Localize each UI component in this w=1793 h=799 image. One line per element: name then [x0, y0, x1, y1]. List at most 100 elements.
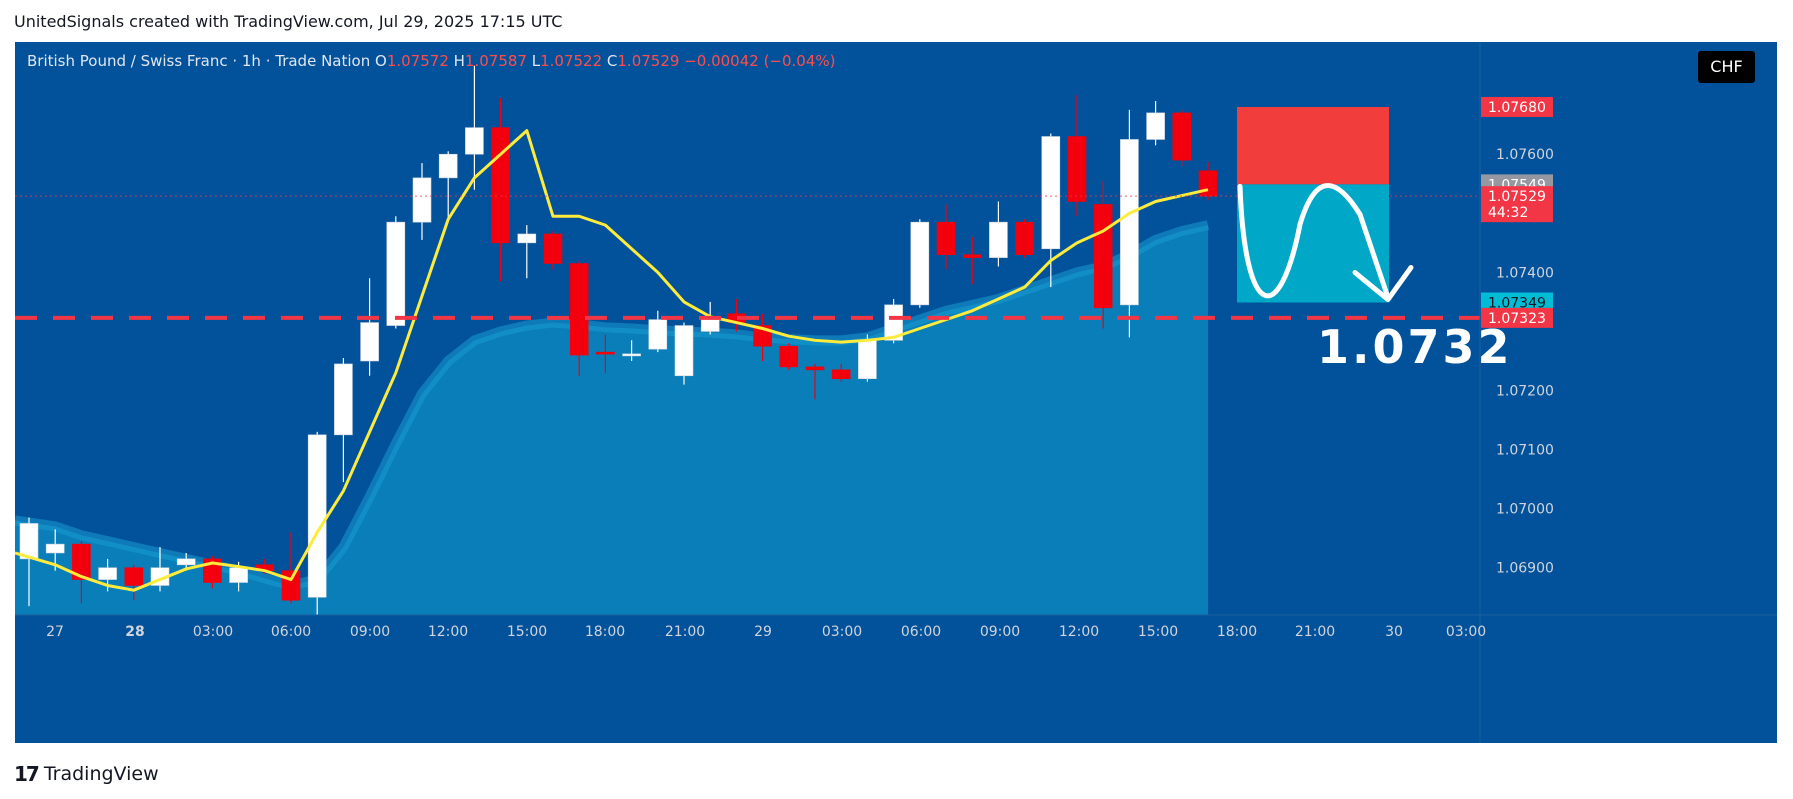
candle-body	[491, 127, 510, 244]
price-label-badge	[1481, 96, 1553, 117]
y-tick-label: 1.07000	[1496, 502, 1554, 518]
chart-area[interactable]: 1.0732 1.06900 1.07000 1.07100 1.07200 1.074…	[15, 42, 1777, 743]
candle-body	[281, 570, 301, 601]
candle-body	[674, 325, 694, 377]
chart-caption: UnitedSignals created with TradingView.c…	[14, 12, 563, 31]
candle-body	[1093, 204, 1113, 309]
symbol-name[interactable]: British Pound / Swiss Franc · 1h · Trade…	[27, 52, 371, 70]
candle-body	[910, 221, 930, 306]
candle-body	[1015, 221, 1034, 255]
x-tick-label: 12:00	[428, 624, 468, 640]
candle-body	[412, 177, 432, 223]
candle-body	[700, 319, 720, 332]
candlestick-chart[interactable]: 1.0732 1.06900 1.07000 1.07100 1.07200 1.074…	[15, 42, 1777, 743]
currency-button[interactable]: CHF	[1698, 51, 1755, 83]
candle-body	[962, 254, 982, 258]
price-label-text: 1.07680	[1488, 100, 1546, 116]
y-tick-label: 1.07600	[1496, 147, 1554, 163]
candle-body	[72, 543, 91, 580]
candle-body	[1172, 112, 1192, 161]
high-label: H	[453, 52, 465, 70]
candle-body	[805, 366, 825, 371]
candle-body	[831, 369, 851, 380]
candle-body	[386, 221, 406, 326]
price-label-badge	[1481, 307, 1553, 328]
candle-body	[936, 221, 956, 255]
area-fill	[15, 225, 1208, 615]
x-tick-label: 27	[46, 624, 64, 640]
candle-body	[648, 319, 668, 350]
moving-average-line	[15, 129, 1209, 592]
x-tick-label: 03:00	[1446, 624, 1486, 640]
x-tick-label: 09:00	[350, 624, 390, 640]
x-tick-label: 18:00	[1217, 624, 1257, 640]
candle-body	[1120, 139, 1139, 306]
target-price-text: 1.0732	[1317, 320, 1513, 374]
candle-body	[465, 127, 484, 155]
projection-arrow-path	[1237, 183, 1391, 301]
candle-body	[307, 434, 327, 598]
close-label: C	[606, 52, 618, 70]
high-value: 1.07587	[464, 52, 527, 70]
candle-body	[517, 233, 537, 244]
symbol-info-line[interactable]: British Pound / Swiss Franc · 1h · Trade…	[27, 52, 836, 70]
tradingview-logo-icon: 17	[14, 762, 40, 786]
candle-body	[98, 567, 117, 580]
x-tick-label: 30	[1385, 624, 1403, 640]
candle-body	[884, 304, 903, 341]
y-tick-label: 1.06900	[1496, 561, 1554, 577]
candle-body	[1041, 136, 1061, 250]
x-tick-label: 18:00	[585, 624, 625, 640]
projection-arrow-head	[1352, 265, 1414, 303]
levels-layer	[15, 195, 1480, 320]
candle-body	[229, 567, 248, 583]
open-label: O	[375, 52, 387, 70]
x-tick-label: 03:00	[193, 624, 233, 640]
close-value: 1.07529	[617, 52, 680, 70]
low-label: L	[531, 52, 541, 70]
y-tick-label: 1.07100	[1496, 443, 1554, 459]
candle-body	[334, 363, 353, 436]
y-tick-label: 1.07400	[1496, 265, 1554, 281]
x-tick-label: 29	[754, 624, 772, 640]
candle-body	[543, 233, 563, 264]
candle-body	[438, 153, 458, 179]
axes-layer: 1.06900 1.07000 1.07100 1.07200 1.07400 1.076…	[15, 42, 1777, 743]
price-label-text: 1.07349	[1488, 296, 1546, 312]
candle-body	[989, 221, 1008, 258]
candle-body	[124, 567, 144, 586]
open-value: 1.07572	[386, 52, 449, 70]
trade-box-layer: 1.0732	[1237, 106, 1513, 374]
candle-body	[1067, 136, 1087, 202]
x-tick-label: 09:00	[980, 624, 1020, 640]
price-label-text: 1.07529	[1488, 189, 1546, 205]
stop-loss-box	[1237, 106, 1389, 185]
x-tick-label: 12:00	[1059, 624, 1099, 640]
x-tick-label: 15:00	[1138, 624, 1178, 640]
candle-body	[596, 351, 615, 355]
x-tick-label: 21:00	[1295, 624, 1335, 640]
x-tick-label: 21:00	[665, 624, 705, 640]
change-value: −0.00042 (−0.04%)	[684, 52, 836, 70]
candle-body	[569, 263, 589, 356]
moving-average-layer	[15, 129, 1209, 592]
candle-body	[360, 322, 379, 362]
candle-body	[176, 558, 196, 566]
candle-body	[858, 340, 877, 380]
price-label-badge	[1481, 292, 1553, 313]
brand-footer[interactable]: 17 TradingView	[14, 762, 159, 786]
candle-body	[19, 523, 39, 560]
brand-name: TradingView	[43, 763, 159, 785]
x-tick-label: 28	[125, 624, 144, 640]
price-label-text: 1.07323	[1488, 311, 1546, 327]
candle-body	[779, 345, 799, 368]
countdown-text: 44:32	[1488, 205, 1528, 221]
x-tick-label: 15:00	[507, 624, 547, 640]
low-value: 1.07522	[540, 52, 603, 70]
candle-body	[45, 543, 65, 554]
x-tick-label: 03:00	[822, 624, 862, 640]
x-tick-label: 06:00	[271, 624, 311, 640]
x-tick-label: 06:00	[901, 624, 941, 640]
candle-body	[1146, 112, 1165, 140]
candle-body	[622, 353, 641, 357]
